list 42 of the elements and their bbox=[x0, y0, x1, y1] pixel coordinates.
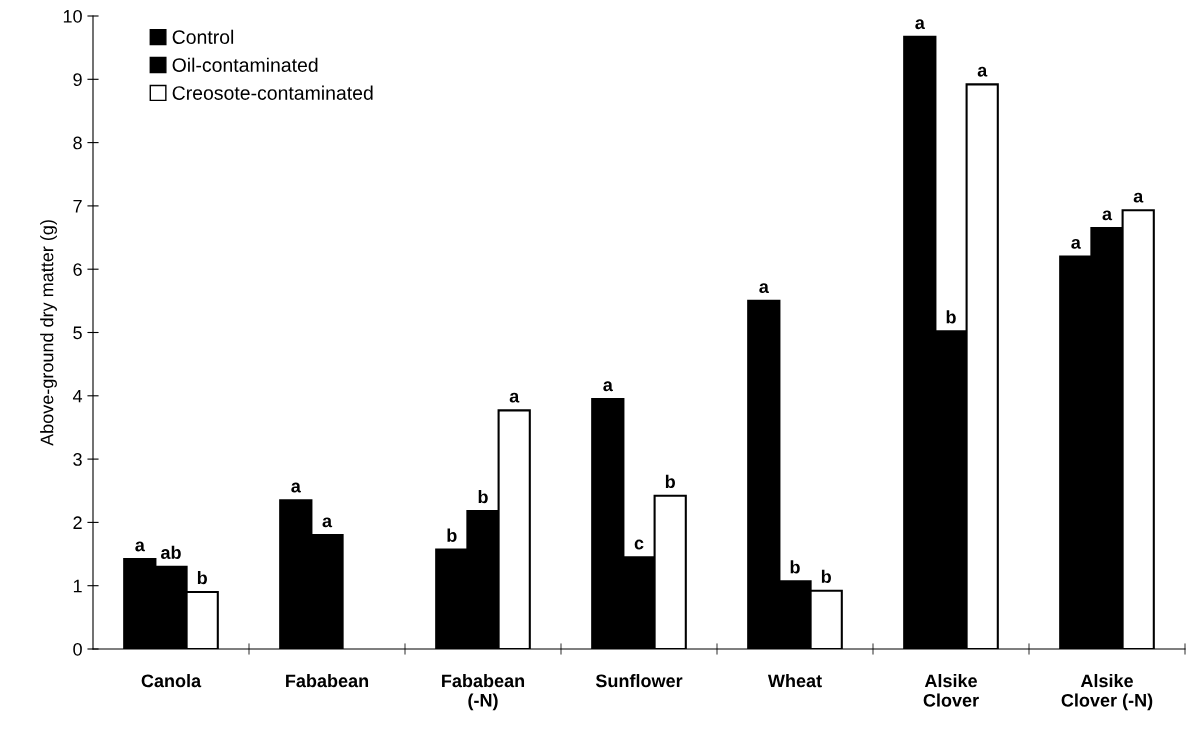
data-label: a bbox=[322, 517, 333, 528]
data-label: b bbox=[197, 571, 207, 585]
y-tick-label: 0 bbox=[73, 642, 82, 656]
data-label: a bbox=[915, 19, 925, 30]
y-tick-label: 7 bbox=[73, 200, 82, 213]
data-label: ab bbox=[161, 545, 181, 559]
legend-label: Oil-contaminated bbox=[172, 57, 318, 72]
data-label: b bbox=[790, 560, 800, 574]
data-label: a bbox=[1133, 192, 1144, 203]
x-tick-label: Alsike Clover (-N) bbox=[1061, 674, 1153, 711]
legend-label: Control bbox=[172, 29, 234, 44]
y-tick-label: 4 bbox=[72, 389, 83, 403]
x-tick-label: Wheat bbox=[767, 674, 822, 688]
data-label: a bbox=[135, 541, 145, 552]
x-tick-label: Alsike Clover bbox=[923, 674, 979, 707]
data-label: a bbox=[1071, 238, 1081, 249]
y-tick-label: 3 bbox=[73, 453, 82, 466]
y-tick-label: 1 bbox=[73, 579, 82, 593]
data-label: b bbox=[821, 569, 831, 584]
legend-label: Creosote-contaminated bbox=[172, 85, 373, 100]
y-tick-label: 6 bbox=[73, 263, 82, 276]
x-tick-label: Fababean (-N) bbox=[442, 674, 525, 711]
y-tick-label: 8 bbox=[73, 136, 82, 150]
data-label: a bbox=[977, 66, 988, 77]
x-tick-label: Sunflower bbox=[595, 674, 683, 688]
y-tick-label: 2 bbox=[73, 516, 82, 529]
y-axis-title: Above-ground dry matter (g) bbox=[40, 220, 57, 446]
data-label: a bbox=[291, 482, 301, 493]
x-tick-label: Fababean bbox=[286, 674, 369, 688]
data-label: c bbox=[634, 539, 644, 550]
data-label: a bbox=[759, 283, 769, 294]
y-tick-label: 10 bbox=[63, 9, 82, 23]
data-label: b bbox=[447, 528, 457, 542]
y-tick-label: 9 bbox=[73, 73, 82, 87]
data-label: b bbox=[665, 474, 675, 489]
data-label: b bbox=[946, 310, 956, 324]
data-label: a bbox=[603, 381, 613, 392]
x-tick-label: Canola bbox=[141, 674, 202, 688]
y-tick-label: 5 bbox=[73, 326, 82, 340]
data-label: a bbox=[509, 392, 520, 403]
data-label: b bbox=[478, 490, 488, 504]
data-label: a bbox=[1102, 210, 1113, 221]
